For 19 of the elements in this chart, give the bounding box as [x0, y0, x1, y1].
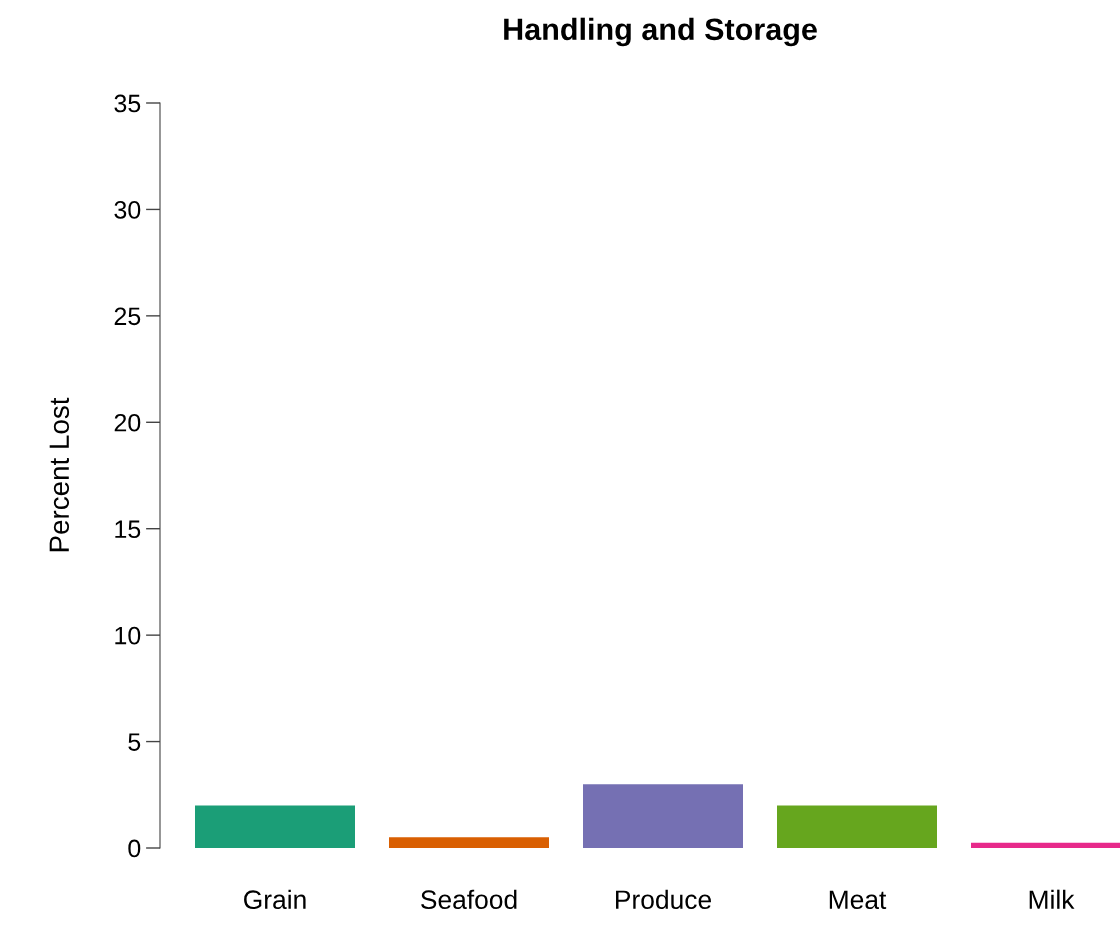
y-tick-label: 30	[114, 201, 141, 219]
y-tick-label: 0	[128, 839, 141, 858]
y-axis-title: Percent Lost	[49, 397, 70, 552]
chart-title: Handling and Storage	[504, 17, 817, 47]
x-tick-label: Produce	[616, 889, 711, 910]
x-tick-label: Seafood	[421, 889, 517, 910]
bar	[777, 805, 937, 848]
y-tick-label: 5	[128, 733, 141, 751]
y-tick-label: 20	[114, 413, 141, 432]
bar	[195, 805, 355, 848]
y-tick-label: 25	[114, 307, 141, 326]
bar	[389, 837, 549, 848]
y-tick-label: 10	[115, 626, 141, 645]
y-tick-label: 35	[114, 94, 141, 113]
x-tick-label: Meat	[829, 890, 887, 910]
x-tick-label: Milk	[1029, 889, 1075, 909]
bar	[583, 784, 743, 848]
x-tick-label: Grain	[244, 889, 306, 910]
y-tick-label: 15	[115, 520, 141, 539]
